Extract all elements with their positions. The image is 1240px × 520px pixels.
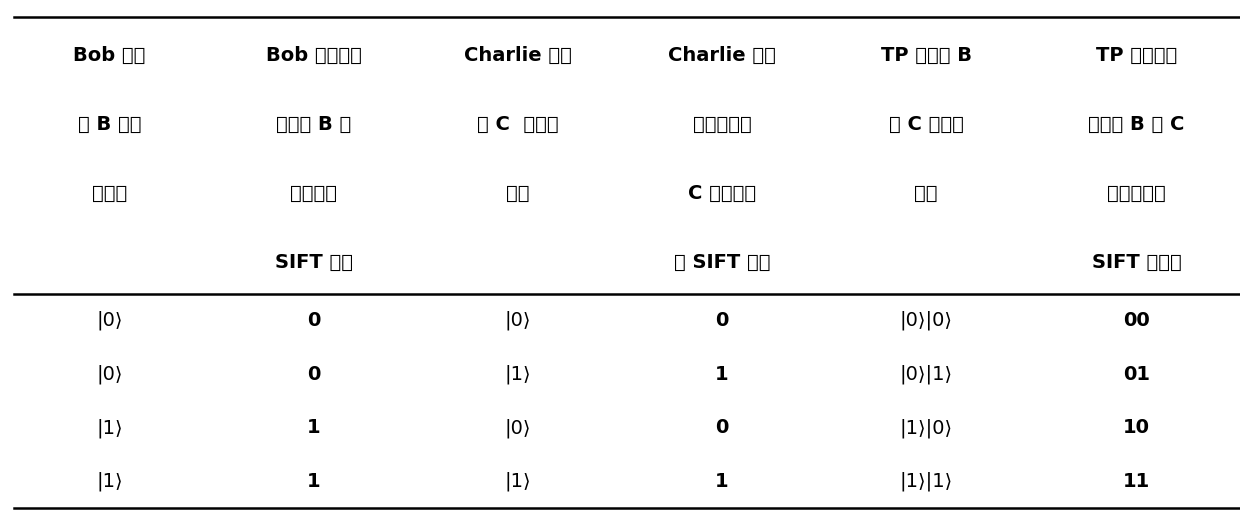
- Text: 的粒子 B 测: 的粒子 B 测: [277, 114, 351, 134]
- Text: 子 B 的测: 子 B 的测: [78, 114, 141, 134]
- Text: C 测量结果: C 测量结果: [688, 184, 756, 203]
- Text: 的粒子 B 和 C: 的粒子 B 和 C: [1089, 114, 1184, 134]
- Text: 结果: 结果: [914, 184, 937, 203]
- Text: 测量结果的: 测量结果的: [1107, 184, 1166, 203]
- Text: 11: 11: [1123, 472, 1151, 491]
- Text: 0: 0: [308, 311, 320, 330]
- Text: |0⟩: |0⟩: [505, 311, 531, 330]
- Text: |1⟩: |1⟩: [505, 365, 531, 384]
- Text: 0: 0: [308, 365, 320, 384]
- Text: 1: 1: [715, 365, 729, 384]
- Text: |0⟩: |0⟩: [97, 365, 123, 384]
- Text: |0⟩|1⟩: |0⟩|1⟩: [900, 365, 952, 384]
- Text: |0⟩: |0⟩: [505, 418, 531, 437]
- Text: 01: 01: [1123, 365, 1149, 384]
- Text: |0⟩: |0⟩: [97, 311, 123, 330]
- Text: 量结果的: 量结果的: [290, 184, 337, 203]
- Text: Charlie 对应: Charlie 对应: [668, 45, 776, 64]
- Text: 0: 0: [715, 311, 729, 330]
- Text: 量结果: 量结果: [92, 184, 128, 203]
- Text: Charlie 对粒: Charlie 对粒: [464, 45, 572, 64]
- Text: 1: 1: [308, 472, 321, 491]
- Text: 子 C  的测量: 子 C 的测量: [477, 114, 559, 134]
- Text: 结果: 结果: [506, 184, 529, 203]
- Text: |1⟩: |1⟩: [505, 472, 531, 491]
- Text: 的 SIFT 比特: 的 SIFT 比特: [673, 253, 770, 272]
- Text: 10: 10: [1123, 418, 1149, 437]
- Text: 和 C 的测量: 和 C 的测量: [889, 114, 963, 134]
- Text: SIFT 比特: SIFT 比特: [275, 253, 353, 272]
- Text: Bob 对粒: Bob 对粒: [73, 45, 146, 64]
- Text: Bob 对应于他: Bob 对应于他: [265, 45, 362, 64]
- Text: 0: 0: [715, 418, 729, 437]
- Text: |1⟩: |1⟩: [97, 418, 123, 437]
- Text: 1: 1: [308, 418, 321, 437]
- Text: |1⟩: |1⟩: [97, 472, 123, 491]
- Text: 00: 00: [1123, 311, 1149, 330]
- Text: SIFT 比特对: SIFT 比特对: [1091, 253, 1182, 272]
- Text: |1⟩|0⟩: |1⟩|0⟩: [900, 418, 952, 437]
- Text: |0⟩|0⟩: |0⟩|0⟩: [900, 311, 952, 330]
- Text: |1⟩|1⟩: |1⟩|1⟩: [899, 472, 952, 491]
- Text: 于她的粒子: 于她的粒子: [693, 114, 751, 134]
- Text: 1: 1: [715, 472, 729, 491]
- Text: TP 对粒子 B: TP 对粒子 B: [880, 45, 972, 64]
- Text: TP 对应于他: TP 对应于他: [1096, 45, 1177, 64]
